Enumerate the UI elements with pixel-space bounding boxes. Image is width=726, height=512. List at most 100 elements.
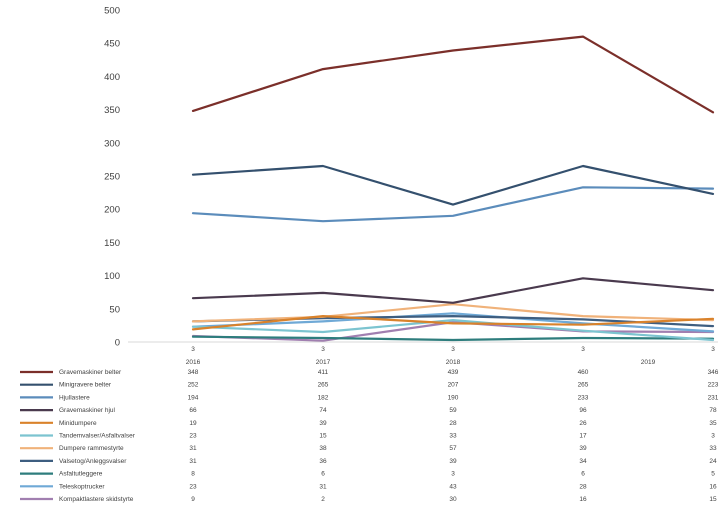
x-tick-label: 2019 bbox=[641, 359, 656, 366]
series-line bbox=[191, 186, 715, 223]
legend-series-name: Minigravere belter bbox=[59, 382, 112, 389]
legend-series-name: Teleskoptrucker bbox=[59, 483, 105, 490]
data-label: 34 bbox=[579, 458, 587, 465]
legend-series-name: Asfaltutleggere bbox=[59, 471, 103, 478]
data-label: 9 bbox=[191, 496, 195, 503]
legend-series-name: Dumpere rammestyrte bbox=[59, 445, 124, 452]
series-line bbox=[191, 319, 715, 342]
data-label: 33 bbox=[449, 433, 457, 440]
data-label: 348 bbox=[188, 369, 199, 376]
data-label: 59 bbox=[449, 407, 457, 414]
x-axis-labels: 2016 2017 2018 2019 bbox=[186, 359, 656, 366]
series-line bbox=[191, 35, 715, 114]
legend-series-name: Tandemvalser/Asfaltvalser bbox=[59, 433, 136, 440]
data-label: 78 bbox=[709, 407, 717, 414]
data-label: 39 bbox=[579, 445, 587, 452]
data-label: 39 bbox=[319, 420, 327, 427]
data-label: 5 bbox=[711, 471, 715, 478]
legend-series-name: Kompaktlastere skidstyrte bbox=[59, 496, 134, 503]
data-label: 16 bbox=[579, 496, 587, 503]
data-label: 231 bbox=[708, 394, 719, 401]
data-label: 207 bbox=[448, 382, 459, 389]
x-top-label: 3 bbox=[321, 346, 325, 353]
data-label: 28 bbox=[579, 483, 587, 490]
data-label: 31 bbox=[319, 483, 327, 490]
series-line bbox=[191, 277, 715, 304]
data-label: 3 bbox=[451, 471, 455, 478]
data-label: 23 bbox=[189, 483, 197, 490]
data-label: 6 bbox=[581, 471, 585, 478]
legend-series-name: Valsetog/Anleggsvalser bbox=[59, 458, 127, 465]
data-label: 15 bbox=[709, 496, 717, 503]
legend-series-name: Gravemaskiner hjul bbox=[59, 407, 116, 414]
legend-series-name: Minidumpere bbox=[59, 420, 97, 427]
y-tick-label: 250 bbox=[104, 172, 120, 183]
x-top-label: 3 bbox=[711, 346, 715, 353]
data-label: 31 bbox=[189, 445, 197, 452]
data-label: 265 bbox=[578, 382, 589, 389]
y-tick-label: 350 bbox=[104, 105, 120, 116]
legend-series-name: Gravemaskiner belter bbox=[59, 369, 122, 376]
data-label: 39 bbox=[449, 458, 457, 465]
data-label: 28 bbox=[449, 420, 457, 427]
data-label: 36 bbox=[319, 458, 327, 465]
x-tick-label: 2016 bbox=[186, 359, 201, 366]
series-line bbox=[191, 303, 715, 323]
data-label: 33 bbox=[709, 445, 717, 452]
data-label: 190 bbox=[448, 394, 459, 401]
data-label: 17 bbox=[579, 433, 587, 440]
data-label: 24 bbox=[709, 458, 717, 465]
data-label: 15 bbox=[319, 433, 327, 440]
data-label: 26 bbox=[579, 420, 587, 427]
x-tick-label: 2018 bbox=[446, 359, 461, 366]
data-label: 57 bbox=[449, 445, 457, 452]
data-label: 19 bbox=[189, 420, 197, 427]
data-label: 43 bbox=[449, 483, 457, 490]
y-tick-label: 150 bbox=[104, 238, 120, 249]
y-tick-label: 200 bbox=[104, 205, 120, 216]
data-label: 194 bbox=[188, 394, 199, 401]
data-label: 233 bbox=[578, 394, 589, 401]
data-label: 252 bbox=[188, 382, 199, 389]
data-label: 3 bbox=[711, 433, 715, 440]
y-tick-label: 0 bbox=[115, 338, 120, 349]
data-label: 31 bbox=[189, 458, 197, 465]
series-line bbox=[191, 315, 715, 331]
y-tick-label: 50 bbox=[109, 304, 120, 315]
data-label: 265 bbox=[318, 382, 329, 389]
data-label: 460 bbox=[578, 369, 589, 376]
x-axis-top-labels: 3 3 3 3 3 bbox=[191, 346, 715, 353]
y-axis: 0 50 100 150 200 250 300 350 400 450 500 bbox=[104, 6, 120, 349]
y-tick-label: 100 bbox=[104, 271, 120, 282]
data-label: 30 bbox=[449, 496, 457, 503]
data-label: 2 bbox=[321, 496, 325, 503]
data-label: 66 bbox=[189, 407, 197, 414]
data-label: 439 bbox=[448, 369, 459, 376]
series-line bbox=[191, 335, 715, 342]
data-label: 35 bbox=[709, 420, 717, 427]
data-label: 346 bbox=[708, 369, 719, 376]
data-label: 6 bbox=[321, 471, 325, 478]
data-label: 411 bbox=[318, 369, 329, 376]
y-tick-label: 450 bbox=[104, 39, 120, 50]
y-tick-label: 400 bbox=[104, 72, 120, 83]
series-line bbox=[191, 321, 715, 342]
x-top-label: 3 bbox=[581, 346, 585, 353]
legend-series-name: Hjullastere bbox=[59, 394, 90, 401]
data-label: 182 bbox=[318, 394, 329, 401]
y-tick-label: 300 bbox=[104, 138, 120, 149]
x-tick-label: 2017 bbox=[316, 359, 331, 366]
data-label: 16 bbox=[709, 483, 717, 490]
y-tick-label: 500 bbox=[104, 6, 120, 17]
data-label: 23 bbox=[189, 433, 197, 440]
x-top-label: 3 bbox=[451, 346, 455, 353]
data-table: Gravemaskiner belter 348 411 439 460 346Minig… bbox=[20, 369, 719, 503]
data-label: 74 bbox=[319, 407, 327, 414]
data-label: 8 bbox=[191, 471, 195, 478]
data-label: 223 bbox=[708, 382, 719, 389]
x-top-label: 3 bbox=[191, 346, 195, 353]
series-lines bbox=[191, 35, 715, 342]
data-label: 96 bbox=[579, 407, 587, 414]
series-line bbox=[191, 312, 715, 333]
